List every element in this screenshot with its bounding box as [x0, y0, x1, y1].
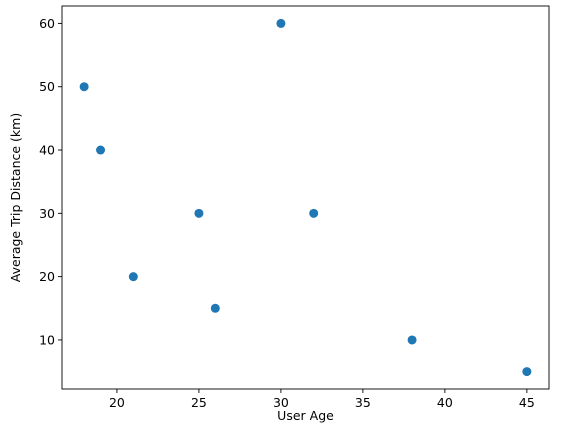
y-tick-label: 60 [39, 16, 55, 31]
x-tick-label: 35 [355, 395, 371, 410]
x-tick-label: 45 [519, 395, 535, 410]
x-tick-label: 20 [109, 395, 125, 410]
data-point [79, 82, 89, 92]
x-tick-label: 30 [273, 395, 289, 410]
data-point [128, 272, 138, 282]
x-tick-label: 40 [437, 395, 453, 410]
data-point [194, 208, 204, 218]
y-tick-label: 50 [39, 79, 55, 94]
data-point [96, 145, 106, 155]
y-axis-label: Average Trip Distance (km) [8, 113, 23, 282]
y-tick-label: 30 [39, 206, 55, 221]
y-tick-label: 10 [39, 332, 55, 347]
x-axis: 20 25 30 35 40 45 [109, 389, 535, 410]
y-tick-label: 40 [39, 143, 55, 158]
data-point [309, 208, 319, 218]
data-point [522, 367, 532, 377]
y-axis: 10 20 30 40 50 60 [39, 16, 62, 347]
y-tick-label: 20 [39, 269, 55, 284]
data-point [210, 303, 220, 313]
x-tick-label: 25 [191, 395, 207, 410]
data-point [407, 335, 417, 345]
data-point [276, 18, 286, 28]
x-axis-label: User Age [277, 408, 334, 423]
plot-area [79, 18, 532, 377]
plot-frame [61, 5, 550, 390]
